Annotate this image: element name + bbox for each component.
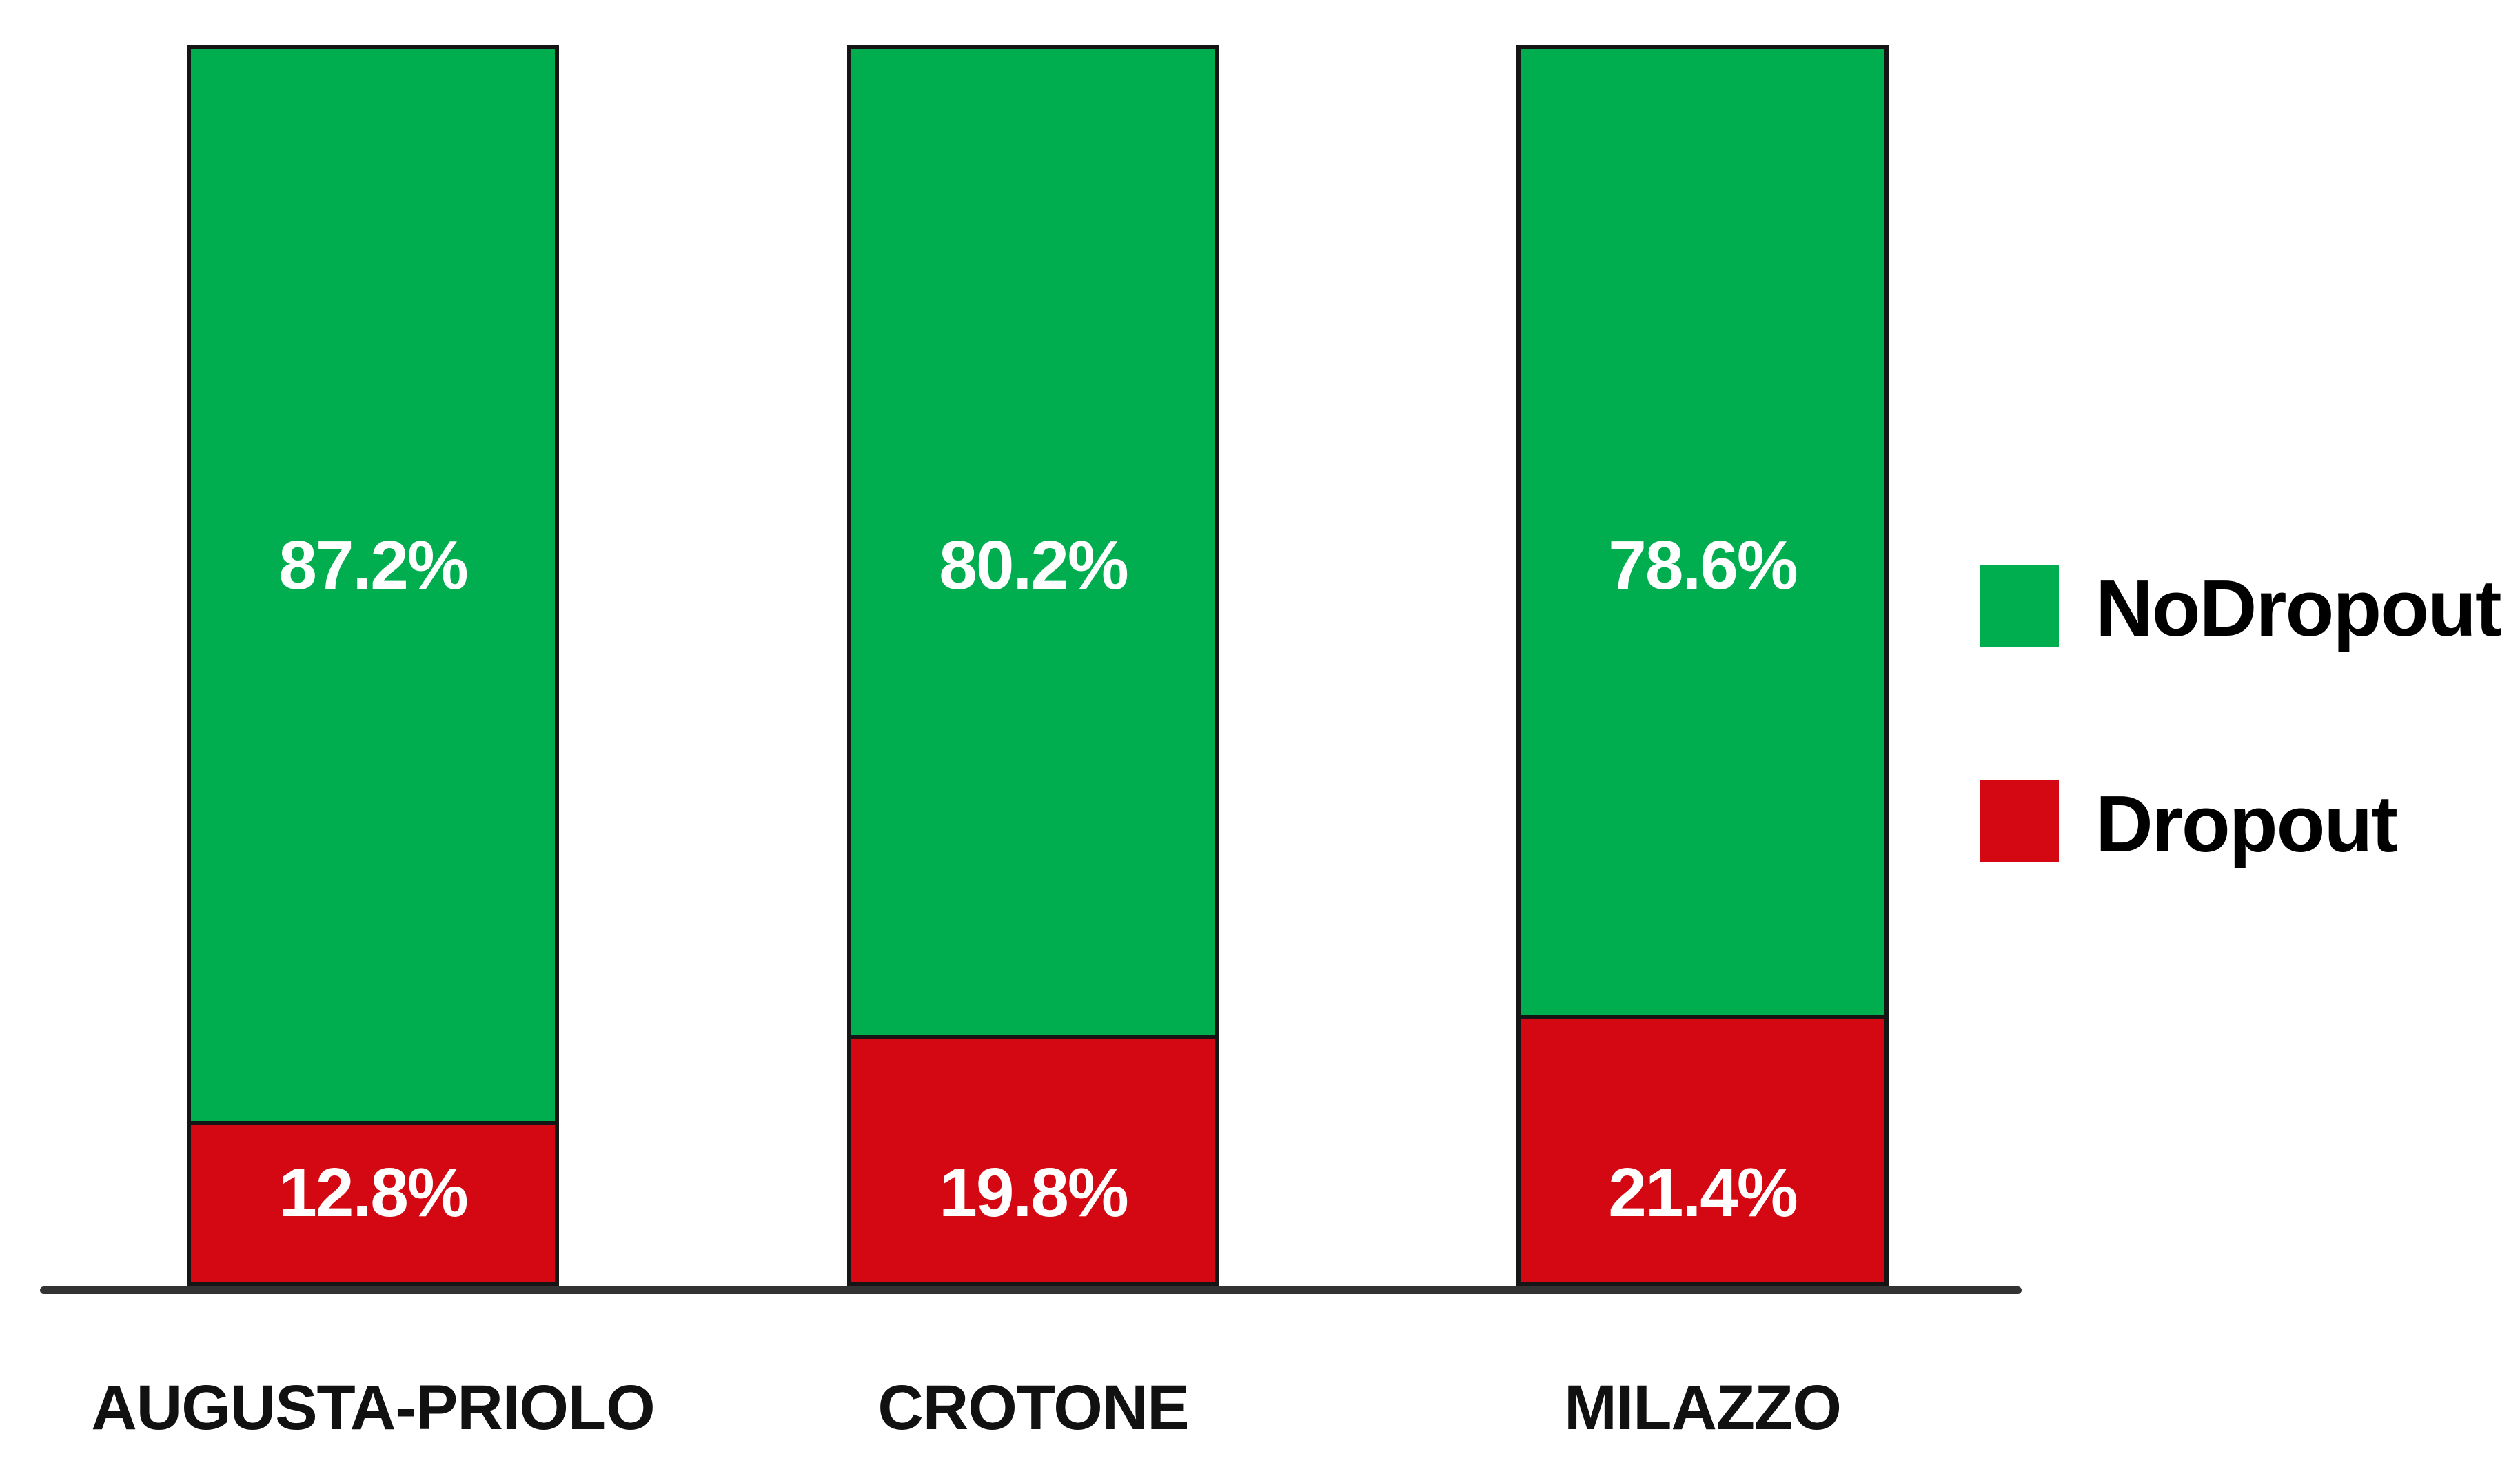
category-label-crotone: CROTONE — [877, 1373, 1189, 1443]
category-label-augusta-priolo: AUGUSTA-PRIOLO — [91, 1373, 655, 1443]
bar-crotone — [847, 45, 1219, 1286]
bar-segment-nodropout-crotone — [851, 49, 1215, 1035]
bar-segment-nodropout-milazzo — [1521, 49, 1884, 1016]
x-axis-line — [40, 1286, 2022, 1294]
category-label-milazzo: MILAZZO — [1564, 1373, 1842, 1443]
bar-segment-dropout-crotone — [851, 1034, 1215, 1282]
bar-segment-dropout-milazzo — [1521, 1015, 1884, 1282]
bar-segment-nodropout-augusta-priolo — [191, 49, 555, 1121]
bar-milazzo — [1516, 45, 1889, 1286]
bar-augusta-priolo — [187, 45, 559, 1286]
bar-segment-dropout-augusta-priolo — [191, 1120, 555, 1282]
